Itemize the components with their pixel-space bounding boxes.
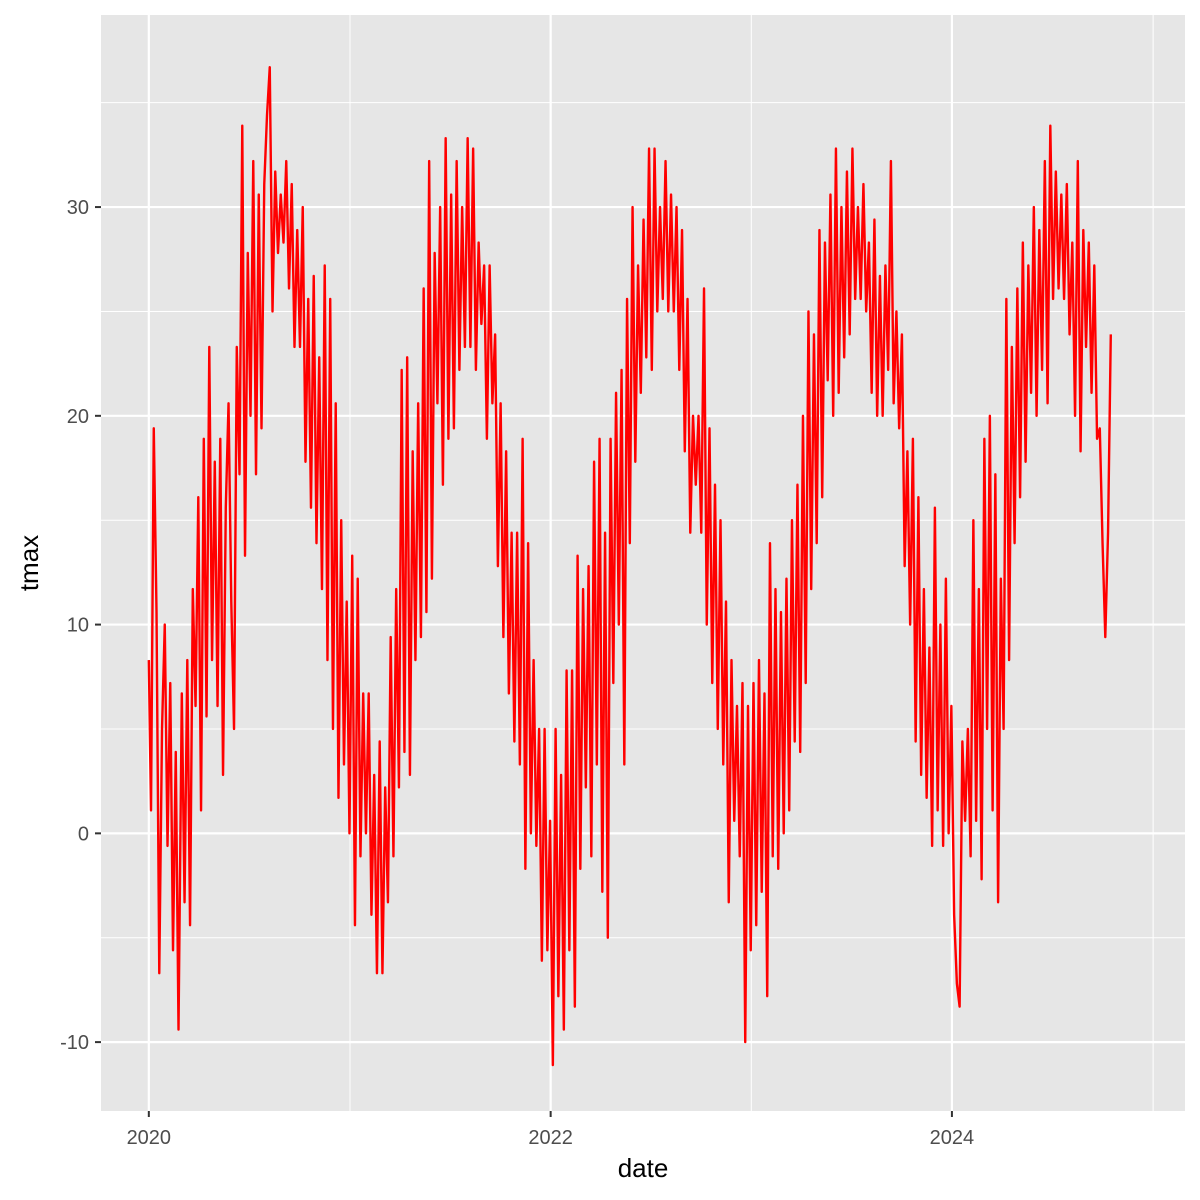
y-tick-label: 10 [67, 615, 89, 637]
y-tick-label: 0 [78, 823, 89, 845]
y-axis-title: tmax [14, 535, 44, 591]
y-tick-label: 20 [67, 406, 89, 428]
series-line [147, 65, 1112, 1067]
series-layer [147, 65, 1112, 1067]
x-axis-title: date [618, 1153, 669, 1183]
x-tick-label: 2024 [930, 1127, 975, 1149]
x-tick-label: 2020 [127, 1127, 172, 1149]
y-axis: -10 0 10 20 30 [60, 197, 101, 1054]
x-tick-label: 2022 [528, 1127, 573, 1149]
y-tick-label: 30 [67, 197, 89, 219]
x-axis: 2020 2022 2024 [127, 1111, 975, 1149]
y-tick-label: -10 [60, 1032, 89, 1054]
